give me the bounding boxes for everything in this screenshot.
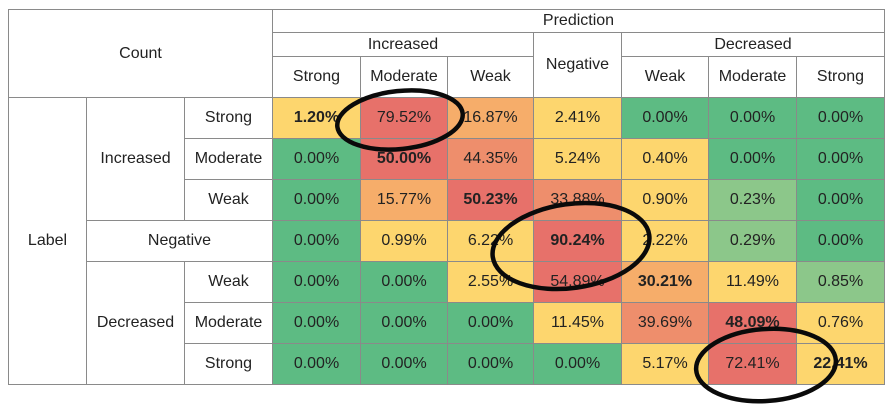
pred-col-header: Strong bbox=[272, 56, 361, 98]
label-sub-weak: Weak bbox=[184, 179, 273, 221]
matrix-cell: 5.24% bbox=[533, 138, 622, 180]
matrix-cell: 0.00% bbox=[796, 220, 885, 262]
matrix-cell: 0.00% bbox=[796, 97, 885, 139]
label-sub-weak: Weak bbox=[184, 261, 273, 303]
matrix-cell: 16.87% bbox=[447, 97, 534, 139]
matrix-cell: 15.77% bbox=[360, 179, 448, 221]
matrix-cell: 0.00% bbox=[447, 302, 534, 344]
matrix-cell: 0.99% bbox=[360, 220, 448, 262]
matrix-cell: 50.23% bbox=[447, 179, 534, 221]
prediction-header: Prediction bbox=[272, 9, 885, 33]
pred-col-header: Weak bbox=[621, 56, 709, 98]
matrix-cell: 0.00% bbox=[796, 138, 885, 180]
matrix-cell: 39.69% bbox=[621, 302, 709, 344]
matrix-cell: 0.00% bbox=[533, 343, 622, 385]
pred-increased-header: Increased bbox=[272, 32, 534, 57]
pred-col-header: Moderate bbox=[708, 56, 797, 98]
matrix-cell: 0.85% bbox=[796, 261, 885, 303]
matrix-cell: 0.00% bbox=[447, 343, 534, 385]
matrix-cell: 72.41% bbox=[708, 343, 797, 385]
matrix-cell: 0.00% bbox=[360, 261, 448, 303]
matrix-cell: 6.22% bbox=[447, 220, 534, 262]
matrix-cell: 5.17% bbox=[621, 343, 709, 385]
matrix-cell: 0.40% bbox=[621, 138, 709, 180]
matrix-cell: 30.21% bbox=[621, 261, 709, 303]
matrix-cell: 11.45% bbox=[533, 302, 622, 344]
matrix-cell: 79.52% bbox=[360, 97, 448, 139]
label-sub-moderate: Moderate bbox=[184, 302, 273, 344]
label-sub-strong: Strong bbox=[184, 97, 273, 139]
matrix-cell: 0.00% bbox=[272, 343, 361, 385]
matrix-cell: 0.76% bbox=[796, 302, 885, 344]
pred-col-header: Strong bbox=[796, 56, 885, 98]
matrix-cell: 2.22% bbox=[621, 220, 709, 262]
label-sub-moderate: Moderate bbox=[184, 138, 273, 180]
count-header: Count bbox=[8, 9, 273, 98]
label-increased-group: Increased bbox=[86, 97, 185, 221]
matrix-cell: 0.00% bbox=[360, 343, 448, 385]
matrix-cell: 0.00% bbox=[796, 179, 885, 221]
matrix-cell: 2.55% bbox=[447, 261, 534, 303]
matrix-cell: 48.09% bbox=[708, 302, 797, 344]
pred-decreased-header: Decreased bbox=[621, 32, 885, 57]
matrix-cell: 0.00% bbox=[272, 302, 361, 344]
matrix-cell: 44.35% bbox=[447, 138, 534, 180]
pred-col-header: Moderate bbox=[360, 56, 448, 98]
matrix-cell: 90.24% bbox=[533, 220, 622, 262]
matrix-cell: 0.00% bbox=[272, 261, 361, 303]
matrix-cell: 0.00% bbox=[708, 138, 797, 180]
matrix-cell: 0.00% bbox=[621, 97, 709, 139]
matrix-cell: 0.23% bbox=[708, 179, 797, 221]
matrix-cell: 0.90% bbox=[621, 179, 709, 221]
matrix-cell: 11.49% bbox=[708, 261, 797, 303]
pred-negative-header: Negative bbox=[533, 32, 622, 98]
confusion-matrix-table: Count Prediction Increased Negative Decr… bbox=[8, 9, 885, 385]
pred-col-header: Weak bbox=[447, 56, 534, 98]
matrix-cell: 1.20% bbox=[272, 97, 361, 139]
matrix-cell: 2.41% bbox=[533, 97, 622, 139]
label-decreased-group: Decreased bbox=[86, 261, 185, 385]
matrix-cell: 0.00% bbox=[360, 302, 448, 344]
matrix-cell: 22.41% bbox=[796, 343, 885, 385]
label-negative: Negative bbox=[86, 220, 273, 262]
label-sub-strong: Strong bbox=[184, 343, 273, 385]
matrix-cell: 0.00% bbox=[272, 220, 361, 262]
label-header: Label bbox=[8, 97, 87, 385]
matrix-cell: 0.00% bbox=[708, 97, 797, 139]
matrix-cell: 33.88% bbox=[533, 179, 622, 221]
matrix-cell: 0.00% bbox=[272, 179, 361, 221]
matrix-cell: 0.00% bbox=[272, 138, 361, 180]
matrix-cell: 54.89% bbox=[533, 261, 622, 303]
matrix-cell: 0.29% bbox=[708, 220, 797, 262]
matrix-cell: 50.00% bbox=[360, 138, 448, 180]
